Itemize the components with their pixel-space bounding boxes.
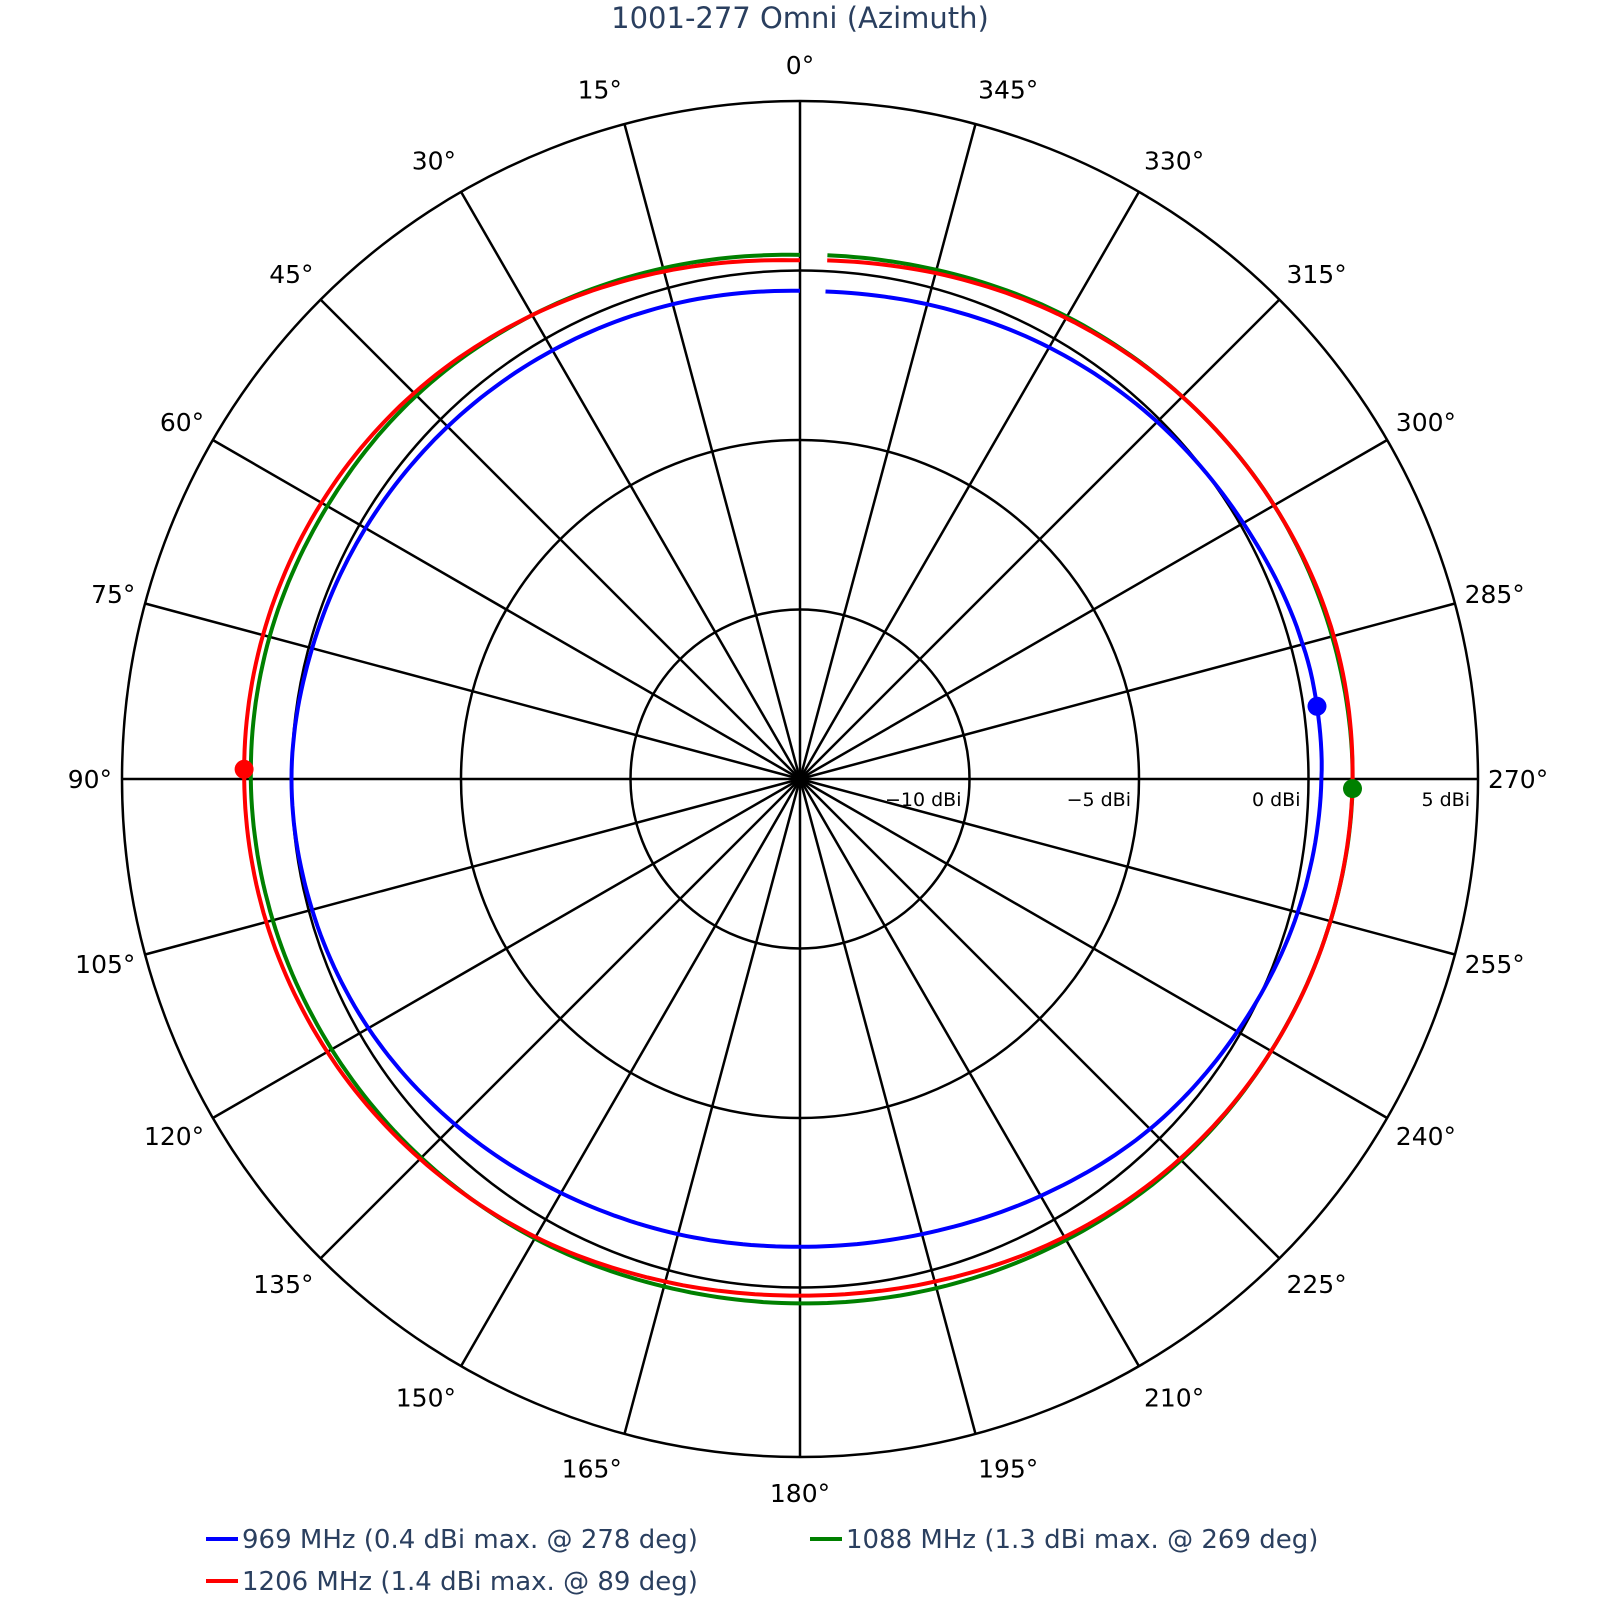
max-marker[interactable] [1343,779,1362,799]
angular-tick-label: 345° [978,75,1038,104]
angular-tick-label: 105° [75,950,135,979]
chart-title: 1001-277 Omni (Azimuth) [611,1,989,35]
radial-axis-labels: −10 dBi −5 dBi 0 dBi 5 dBi [885,789,1470,811]
legend-item-969[interactable]: 969 MHz (0.4 dBi max. @ 278 deg) [206,1525,698,1555]
angular-tick-label: 165° [562,1455,622,1484]
angular-tick-label: 255° [1465,950,1525,979]
legend-label: 1088 MHz (1.3 dBi max. @ 269 deg) [846,1525,1318,1555]
radial-tick-label: −5 dBi [1067,789,1131,811]
legend-item-1088[interactable]: 1088 MHz (1.3 dBi max. @ 269 deg) [810,1525,1318,1555]
radial-tick-label: −10 dBi [885,789,962,811]
angular-tick-label: 75° [91,580,135,609]
angular-tick-label: 120° [144,1122,204,1151]
angular-tick-label: 285° [1465,580,1525,609]
angular-tick-label: 210° [1144,1383,1204,1412]
max-marker[interactable] [1307,696,1327,716]
legend: 969 MHz (0.4 dBi max. @ 278 deg) 1088 MH… [206,1525,1318,1597]
radial-tick-label: 0 dBi [1252,789,1301,811]
angular-tick-label: 30° [412,147,456,176]
angular-tick-label: 150° [396,1383,456,1412]
angular-tick-label: 0° [786,51,814,80]
legend-item-1206[interactable]: 1206 MHz (1.4 dBi max. @ 89 deg) [206,1567,698,1597]
radial-tick-label: 5 dBi [1421,789,1470,811]
angular-tick-label: 90° [68,765,112,794]
angular-tick-label: 60° [160,408,204,437]
radial-gridline [120,99,1480,1459]
radial-gridline [459,438,1141,1120]
angular-tick-label: 300° [1396,408,1456,437]
radial-gridline [629,608,971,950]
legend-label: 1206 MHz (1.4 dBi max. @ 89 deg) [242,1567,698,1597]
angular-axis-labels: 0° 15° 30° 45° 60° 75° 90° 105° 120° 135° 150° 165°… [68,51,1549,1508]
polar-grid [120,99,1480,1459]
angular-tick-label: 195° [978,1455,1038,1484]
data-traces [234,252,1362,1306]
max-marker[interactable] [234,759,254,779]
trace-line [289,288,1324,1249]
angular-tick-label: 270° [1488,765,1548,794]
angular-tick-label: 225° [1287,1270,1347,1299]
angular-tick-label: 315° [1287,260,1347,289]
angular-tick-label: 180° [770,1479,830,1508]
trace-line [242,258,1355,1298]
angular-tick-label: 135° [253,1270,313,1299]
angular-tick-label: 330° [1144,147,1204,176]
angular-tick-label: 45° [269,260,313,289]
legend-label: 969 MHz (0.4 dBi max. @ 278 deg) [242,1525,698,1555]
angular-tick-label: 240° [1396,1122,1456,1151]
angular-tick-label: 15° [578,75,622,104]
